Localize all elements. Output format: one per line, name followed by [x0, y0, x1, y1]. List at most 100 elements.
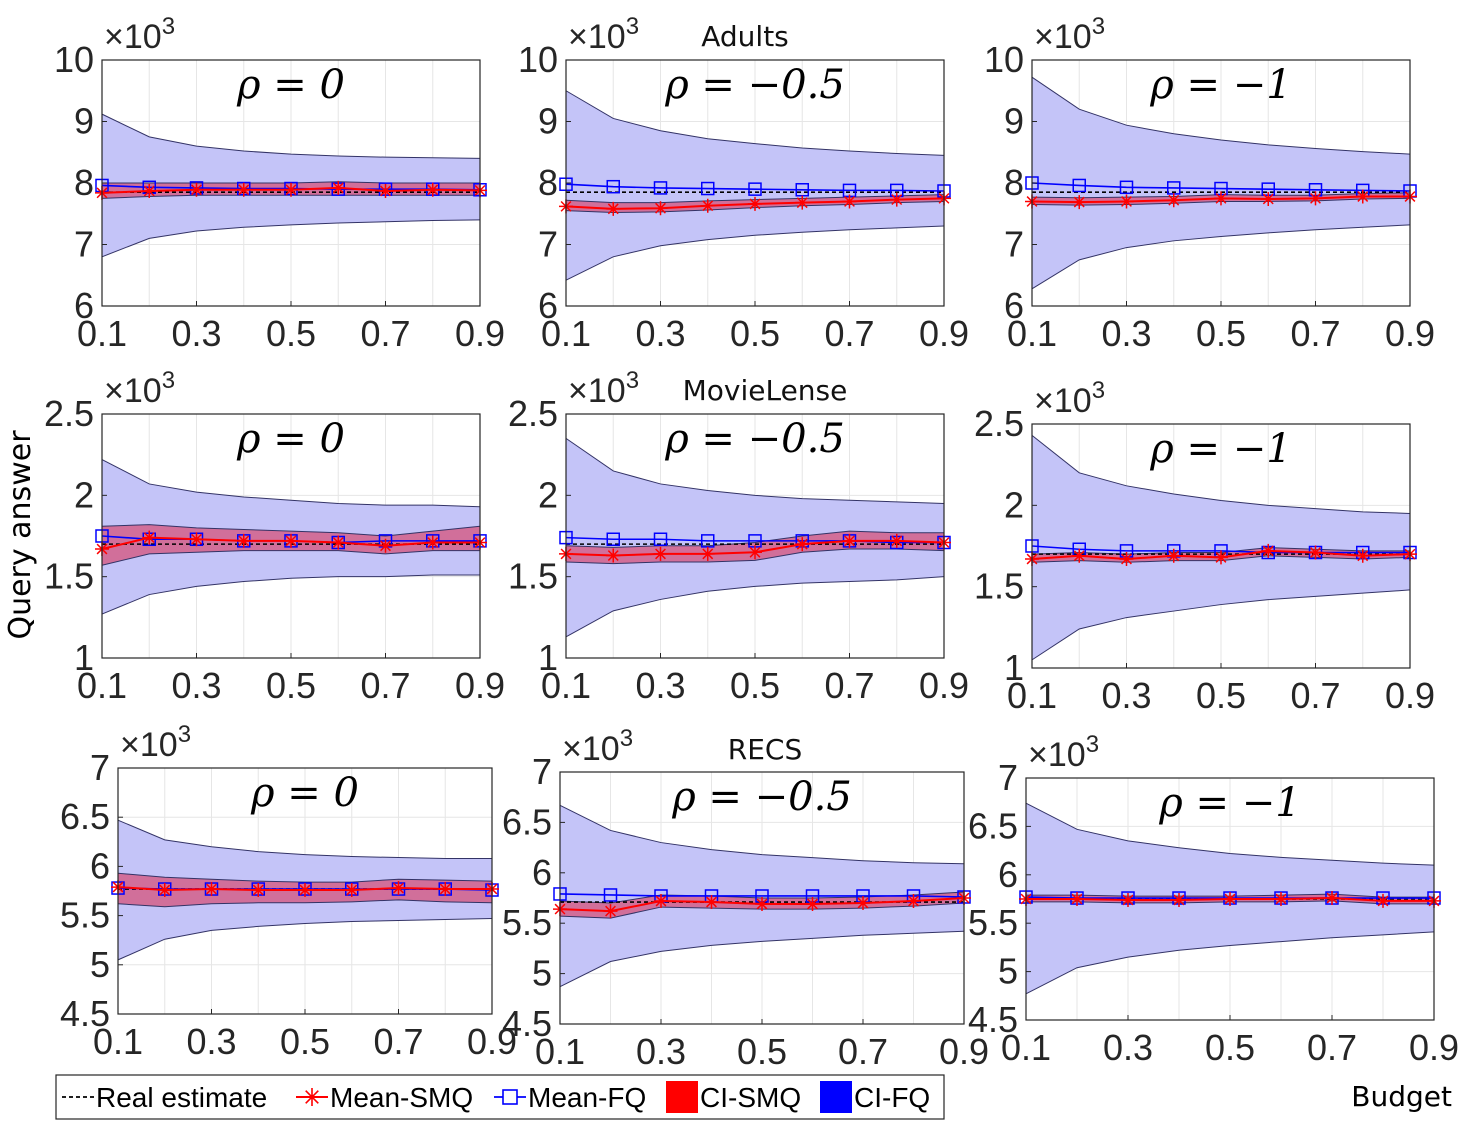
- mean-smq-point: [700, 198, 715, 213]
- mean-smq-point: [236, 182, 251, 197]
- mean-smq-point: [1072, 195, 1087, 210]
- rho-label: ρ = −0.5: [664, 416, 845, 462]
- x-tick-label: 0.5: [266, 665, 316, 706]
- mean-smq-point: [856, 896, 870, 911]
- mean-smq-point: [842, 533, 857, 548]
- ci-fq-band-lower-edge: [1031, 589, 1411, 661]
- ci-fq-band-upper-edge: [1025, 802, 1435, 866]
- multiplier-exponent: 3: [1092, 377, 1105, 404]
- axis-multiplier: ×103: [104, 367, 175, 410]
- mean-smq-point: [1355, 548, 1370, 563]
- y-tick-label: 6: [1004, 285, 1024, 326]
- x-tick-label: 0.7: [1307, 1027, 1357, 1068]
- ci-fq-band-upper-edge: [565, 90, 945, 156]
- y-tick-label: 1: [538, 637, 558, 678]
- multiplier-base: ×10: [568, 372, 626, 410]
- ci-smq-band-upper-edge: [101, 524, 481, 537]
- ci-fq-band-lower-edge: [101, 574, 480, 615]
- y-tick-label: 6: [74, 285, 94, 326]
- x-tick-label: 0.3: [186, 1021, 236, 1062]
- x-tick-label: 0.9: [1385, 313, 1435, 354]
- mean-smq-point: [331, 535, 346, 550]
- legend-entry-real: Real estimate: [62, 1082, 267, 1113]
- x-tick-label: 0.9: [455, 665, 505, 706]
- legend-label: CI-SMQ: [700, 1082, 801, 1113]
- mean-smq-point: [378, 183, 393, 198]
- x-tick-label: 0.5: [1205, 1027, 1255, 1068]
- y-axis-label: Query answer: [3, 430, 38, 640]
- y-tick-label: 6.5: [60, 796, 110, 837]
- mean-smq-point: [331, 180, 346, 195]
- mean-fq-point: [1072, 178, 1086, 193]
- axis-multiplier: ×103: [568, 13, 639, 56]
- x-tick-label: 0.1: [77, 665, 127, 706]
- mean-smq-point: [1261, 191, 1276, 206]
- mean-fq-point: [701, 181, 715, 196]
- y-tick-label: 1.5: [974, 566, 1024, 607]
- rho-label: ρ = −0.5: [671, 774, 852, 820]
- rho-label: ρ = 0: [236, 416, 345, 462]
- ci-smq-band-lower-edge: [117, 899, 493, 908]
- y-tick-label: 5.5: [60, 895, 110, 936]
- multiplier-base: ×10: [1034, 382, 1092, 420]
- y-tick-label: 2: [74, 474, 94, 515]
- axis-multiplier: ×103: [1034, 377, 1105, 420]
- x-tick-label: 0.1: [1007, 313, 1057, 354]
- mean-smq-point: [755, 897, 769, 912]
- mean-smq-point: [842, 194, 857, 209]
- y-tick-label: 5: [532, 953, 552, 994]
- mean-smq-point: [603, 904, 618, 919]
- dataset-title: Adults: [701, 20, 789, 53]
- y-tick-label: 2: [538, 474, 558, 515]
- mean-smq-point: [284, 182, 298, 197]
- x-tick-label: 0.3: [1101, 675, 1151, 716]
- x-tick-label: 0.1: [541, 313, 591, 354]
- multiplier-base: ×10: [1028, 736, 1086, 774]
- x-tick-label: 0.1: [77, 313, 127, 354]
- mean-smq-point: [1172, 892, 1186, 907]
- mean-smq-point: [157, 883, 172, 898]
- y-tick-label: 8: [1004, 162, 1024, 203]
- mean-fq-point: [606, 179, 620, 194]
- x-tick-label: 0.7: [824, 665, 874, 706]
- mean-smq-point: [889, 192, 904, 207]
- y-tick-label: 2: [1004, 484, 1024, 525]
- y-tick-label: 5.5: [968, 902, 1018, 943]
- mean-fq-line: [565, 536, 944, 544]
- x-tick-label: 0.3: [171, 665, 221, 706]
- ci-fq-band-lower-edge: [559, 930, 965, 988]
- y-tick-label: 5: [998, 951, 1018, 992]
- mean-fq-point: [701, 534, 715, 548]
- rho-label: ρ = −1: [1149, 62, 1291, 108]
- legend-entry-cifq: CI-FQ: [820, 1081, 930, 1113]
- mean-smq-point: [1308, 191, 1323, 206]
- mean-smq-point: [344, 883, 359, 898]
- multiplier-base: ×10: [104, 18, 162, 56]
- ci-fq-band-lower-edge: [1025, 931, 1435, 995]
- mean-smq-point: [1325, 891, 1339, 906]
- mean-smq-point: [1308, 545, 1323, 560]
- x-tick-label: 0.3: [1101, 313, 1151, 354]
- ci-fq-band-lower-edge: [565, 576, 945, 638]
- mean-smq-point: [1121, 892, 1135, 907]
- mean-smq-point: [204, 882, 219, 897]
- x-tick-label: 0.3: [635, 313, 685, 354]
- y-tick-label: 5: [90, 944, 110, 985]
- y-tick-label: 7: [1004, 224, 1024, 265]
- x-tick-label: 0.9: [919, 313, 969, 354]
- multiplier-exponent: 3: [178, 721, 191, 748]
- panel-0-1: 6 7 8 9 10 0.1 0.3 0.5 0.7 0.9 ×103 ρ = −0.5: [518, 13, 969, 354]
- mean-smq-point: [795, 195, 810, 210]
- axis-multiplier: ×103: [562, 725, 633, 768]
- x-tick-label: 0.9: [455, 313, 505, 354]
- y-tick-label: 4.5: [502, 1003, 552, 1044]
- x-tick-label: 0.7: [824, 313, 874, 354]
- ci-fq-band-upper-edge: [101, 459, 481, 508]
- panel-1-2: 1 1.5 2 2.5 0.1 0.3 0.5 0.7 0.9 ×103 ρ = −1: [974, 377, 1435, 716]
- mean-smq-point: [805, 897, 820, 912]
- y-tick-label: 6: [532, 852, 552, 893]
- mean-smq-point: [654, 894, 668, 909]
- legend-entry-smq: Mean-SMQ: [296, 1082, 473, 1113]
- axis-multiplier: ×103: [1028, 731, 1099, 774]
